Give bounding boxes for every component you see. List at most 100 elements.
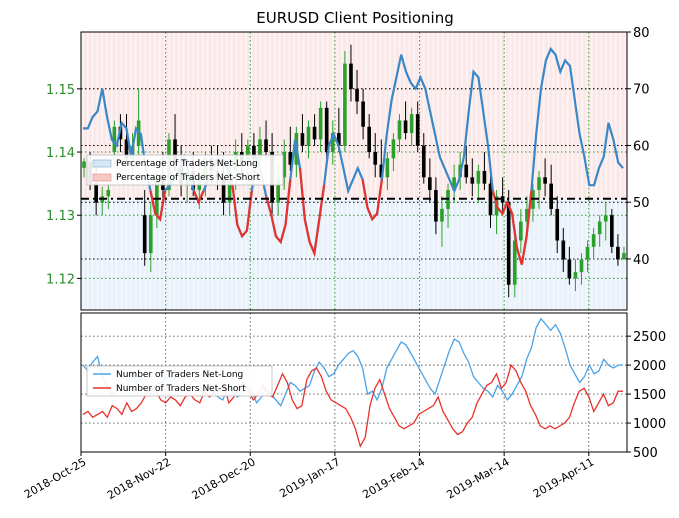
pct-net-short-segment	[298, 168, 326, 258]
count-tick-label: 1000	[633, 417, 666, 432]
candle-body	[142, 215, 147, 254]
candle	[415, 101, 420, 153]
candle-body	[318, 107, 323, 140]
count-tick-label: 2500	[633, 330, 666, 345]
count-net-short-line	[82, 363, 623, 448]
candle-body	[155, 177, 159, 216]
candle-body	[537, 177, 541, 190]
candle	[543, 158, 547, 197]
pct-net-short-segment	[231, 185, 253, 239]
candle-body	[288, 152, 293, 165]
candle-body	[622, 253, 626, 260]
candle-body	[567, 259, 572, 279]
x-tick-label: 2018-Oct-25	[22, 455, 88, 501]
pct-net-short-segment	[192, 190, 205, 206]
candle	[561, 227, 566, 273]
candle-body	[148, 215, 153, 254]
candle-body	[306, 126, 311, 146]
candle	[288, 126, 293, 171]
candle	[349, 44, 353, 102]
date-axis: 2018-Oct-25 2018-Nov-22 2018-Dec-20 2019-Ja…	[22, 452, 596, 502]
candle-body	[282, 152, 287, 178]
candle-body	[312, 126, 317, 140]
candle	[264, 120, 268, 159]
candle-body	[403, 120, 408, 134]
legend-swatch-long	[92, 159, 112, 168]
candle	[512, 234, 517, 298]
long-shading	[81, 198, 627, 310]
legend-label-long-pct: Percentage of Traders Net-Long	[116, 159, 258, 169]
candle	[367, 114, 371, 159]
candle-body	[112, 126, 117, 153]
count-tick-label: 1500	[633, 388, 666, 403]
x-tick-label: 2018-Dec-20	[190, 455, 258, 502]
candle-body	[561, 240, 566, 260]
candle-body	[106, 189, 111, 197]
candle	[549, 164, 553, 216]
candle	[585, 240, 590, 273]
candle-body	[440, 208, 444, 222]
candle-body	[616, 246, 620, 260]
candle-body	[512, 240, 517, 285]
candle-body	[391, 139, 396, 159]
candle-body	[337, 133, 341, 146]
pct-net-short-segment	[491, 190, 533, 265]
candle	[428, 158, 432, 203]
pct-tick-label: 80	[633, 26, 650, 41]
top-legend-box	[86, 154, 284, 186]
candle-body	[603, 215, 608, 222]
candle-body	[258, 139, 262, 159]
candle-body	[452, 177, 456, 190]
bottom-panel-frame	[80, 312, 628, 453]
candle	[361, 88, 365, 140]
candle-body	[506, 202, 511, 285]
count-tick-label: 2000	[633, 359, 666, 374]
candle-body	[464, 164, 469, 178]
legend-swatch-short	[92, 173, 112, 182]
candle	[343, 50, 347, 153]
top-legend: Percentage of Traders Net-Long Percentag…	[86, 154, 284, 186]
bottom-legend: Number of Traders Net-Long Number of Tra…	[86, 365, 273, 397]
candle-body	[482, 171, 487, 184]
candle	[106, 183, 111, 209]
chart-title: EURUSD Client Positioning	[256, 9, 454, 27]
candle	[591, 227, 596, 260]
candle-body	[543, 177, 547, 184]
legend-label-short-count: Number of Traders Net-Short	[116, 384, 246, 394]
candle	[397, 114, 402, 153]
candle	[391, 133, 396, 171]
candle-body	[379, 164, 384, 178]
candle	[519, 208, 523, 254]
candle-body	[470, 177, 475, 184]
pct-tick-label: 60	[633, 139, 650, 154]
candle	[567, 246, 572, 285]
candle	[300, 114, 305, 153]
candle	[318, 101, 323, 153]
candle-body	[173, 139, 177, 165]
price-tick-label: 1.15	[46, 83, 75, 98]
price-axis: 1.12 1.13 1.14 1.15	[46, 83, 81, 287]
candle	[616, 234, 620, 266]
candle	[330, 120, 335, 165]
candle-body	[94, 183, 98, 203]
candle-body	[549, 183, 553, 209]
candle	[409, 107, 414, 146]
candle	[312, 114, 317, 146]
top-panel-frame	[80, 31, 628, 311]
candle	[555, 196, 560, 254]
candle	[610, 208, 614, 254]
candle-body	[330, 133, 335, 153]
candle	[403, 101, 408, 140]
candle	[440, 196, 444, 247]
x-tick-label: 2019-Jan-17	[277, 455, 342, 500]
candle	[355, 69, 359, 115]
candle	[622, 246, 626, 260]
candle	[373, 133, 378, 178]
count-tick-label: 500	[633, 446, 658, 461]
candle-body	[276, 177, 280, 203]
legend-label-short-pct: Percentage of Traders Net-Short	[116, 173, 261, 183]
candle-body	[221, 177, 226, 203]
candle-body	[82, 161, 86, 168]
candle	[464, 145, 469, 184]
candle-body	[324, 107, 329, 153]
